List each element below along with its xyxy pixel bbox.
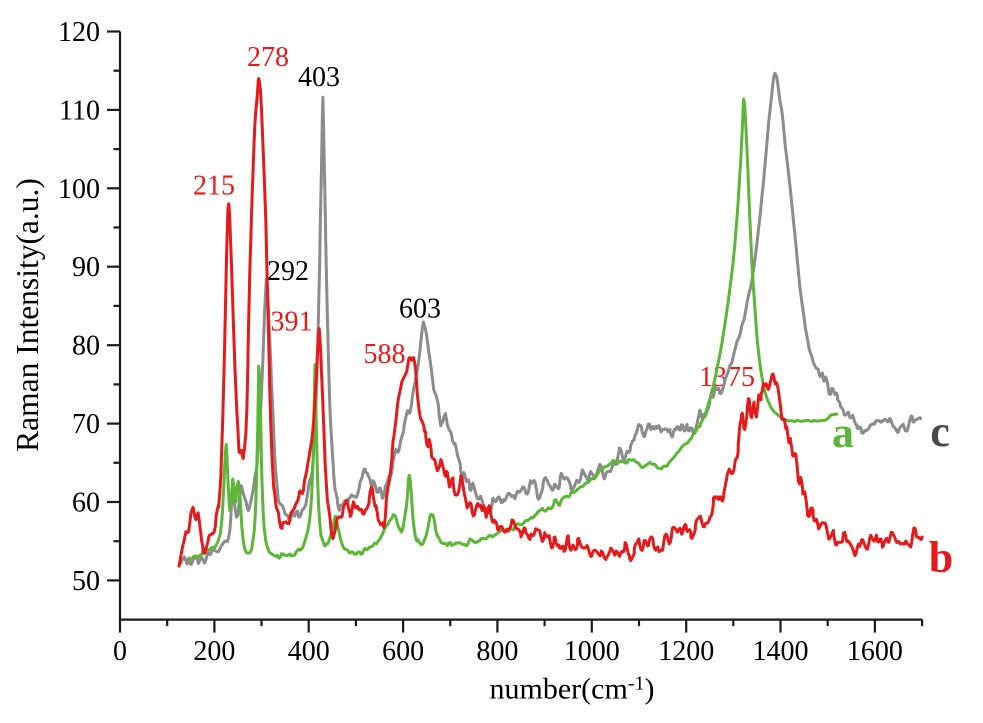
svg-text:c: c bbox=[930, 407, 950, 456]
svg-text:a: a bbox=[832, 408, 854, 457]
svg-text:Raman Intensity(a.u.): Raman Intensity(a.u.) bbox=[10, 178, 45, 452]
svg-text:215: 215 bbox=[193, 171, 235, 202]
svg-text:1200: 1200 bbox=[658, 636, 714, 667]
svg-text:120: 120 bbox=[58, 17, 100, 48]
svg-text:0: 0 bbox=[113, 636, 127, 667]
svg-text:400: 400 bbox=[288, 636, 330, 667]
svg-text:50: 50 bbox=[72, 566, 100, 597]
svg-text:100: 100 bbox=[58, 174, 100, 205]
svg-text:80: 80 bbox=[72, 331, 100, 362]
svg-text:603: 603 bbox=[399, 294, 441, 325]
svg-text:1000: 1000 bbox=[564, 636, 620, 667]
svg-text:60: 60 bbox=[72, 488, 100, 519]
svg-text:292: 292 bbox=[267, 256, 309, 287]
svg-text:110: 110 bbox=[59, 95, 100, 126]
svg-text:800: 800 bbox=[476, 636, 518, 667]
svg-text:391: 391 bbox=[271, 307, 313, 338]
svg-text:1400: 1400 bbox=[753, 636, 809, 667]
svg-text:1600: 1600 bbox=[847, 636, 903, 667]
svg-text:number(cm-1): number(cm-1) bbox=[490, 673, 655, 706]
svg-text:200: 200 bbox=[193, 636, 235, 667]
svg-text:70: 70 bbox=[72, 409, 100, 440]
svg-text:600: 600 bbox=[382, 636, 424, 667]
svg-text:90: 90 bbox=[72, 252, 100, 283]
svg-text:b: b bbox=[929, 533, 953, 582]
svg-text:588: 588 bbox=[364, 339, 406, 370]
svg-text:278: 278 bbox=[247, 42, 289, 73]
svg-text:403: 403 bbox=[298, 62, 340, 93]
